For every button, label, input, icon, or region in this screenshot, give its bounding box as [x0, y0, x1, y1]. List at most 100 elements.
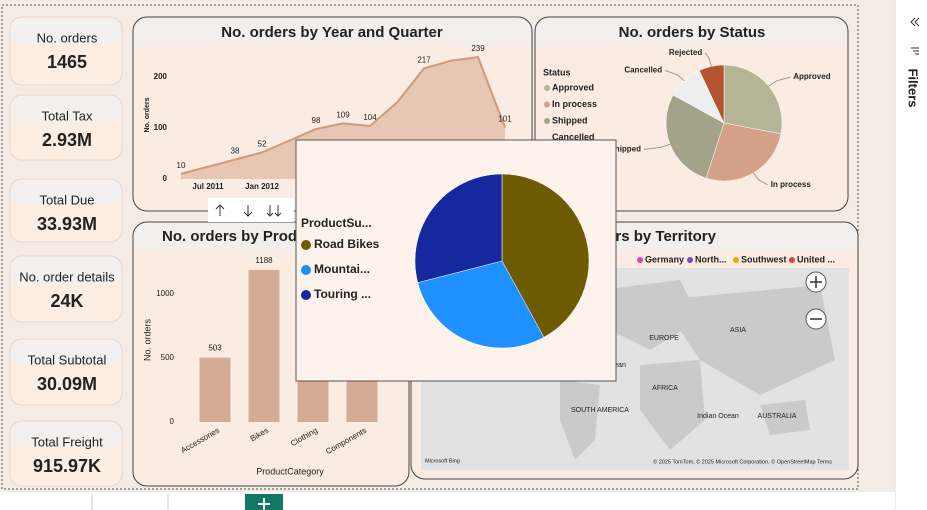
card-label: No. orders: [37, 30, 98, 45]
legend-marker: [544, 101, 550, 108]
y-axis-title: No. orders: [142, 318, 152, 361]
legend-label: United ...: [797, 254, 835, 264]
card-header: [11, 257, 121, 283]
legend-label: In process: [552, 99, 597, 109]
legend-label: Approved: [552, 82, 594, 92]
x-axis-title: ProductCategory: [256, 466, 324, 476]
legend-marker: [637, 257, 643, 263]
card-value: 915.97K: [33, 456, 101, 476]
legend-marker: [301, 265, 311, 275]
card-label: Total Tax: [41, 108, 93, 123]
leader-line: [643, 143, 671, 151]
chart-title: No. orders by Status: [619, 24, 766, 41]
legend-label: Southwest: [741, 254, 787, 264]
legend-title: ProductSu...: [301, 216, 372, 230]
card-header: [11, 180, 121, 204]
pie-slice: [723, 64, 783, 135]
leader-line: [768, 76, 791, 87]
card-value: 33.93M: [37, 214, 97, 234]
land: [640, 360, 705, 450]
land: [600, 280, 700, 350]
y-tick-label: 0: [170, 417, 175, 426]
toolbar-icon[interactable]: [215, 204, 225, 216]
pie-slice: [414, 173, 503, 283]
card-header: [11, 422, 121, 447]
map-label: SOUTH AMERICA: [571, 407, 629, 414]
visuals: No. orders 1465 Total Tax 2.93M Total Due 33.…: [9, 16, 859, 487]
line: [180, 56, 506, 175]
data-label: 503: [208, 344, 222, 353]
data-label: 38: [231, 147, 240, 156]
x-tick-label: Jul 2011: [192, 182, 224, 191]
filters-title[interactable]: Filters: [906, 68, 921, 107]
y-axis-title: No. orders: [144, 97, 151, 132]
legend-label: Mountai...: [314, 262, 370, 276]
page-tabs: [0, 492, 895, 510]
card-label: Total Due: [40, 192, 95, 207]
filter-icon: [911, 47, 919, 55]
chart-title: No. orders by Year and Quarter: [221, 24, 443, 41]
map-label: Indian Ocean: [697, 413, 739, 420]
data-label: Approved: [793, 72, 830, 81]
y-tick-label: 200: [154, 72, 168, 81]
land: [560, 380, 600, 460]
legend-label: Cancelled: [552, 132, 595, 142]
land: [660, 285, 835, 395]
y-tick-label: 500: [161, 353, 175, 362]
map-label: ean: [614, 362, 626, 369]
toolbar-icon[interactable]: [266, 205, 282, 217]
pie-slice: [698, 64, 725, 124]
map-label: ASIA: [730, 327, 746, 334]
card-value: 1465: [47, 52, 87, 72]
leader-line: [664, 70, 685, 82]
visual-header: [134, 18, 531, 46]
card-label: No. order details: [19, 269, 115, 284]
legend-marker: [544, 134, 550, 141]
data-label: Shipped: [609, 145, 641, 154]
visual-toolbar: [208, 198, 294, 222]
legend-label: Road Bikes: [314, 237, 380, 251]
bar: [199, 357, 231, 422]
card-value: 24K: [50, 291, 83, 311]
data-label: 217: [417, 55, 431, 64]
data-label: 1188: [255, 256, 273, 265]
leader-line: [753, 172, 769, 186]
pie-slice: [417, 260, 545, 349]
data-label: 101: [498, 115, 512, 124]
legend-marker: [789, 257, 795, 263]
map-label: AUSTRALIA: [758, 413, 797, 420]
toolbar-icon[interactable]: [243, 205, 253, 217]
visual-header: [536, 18, 847, 46]
pie-slice: [665, 94, 725, 179]
leader-line: [704, 52, 712, 67]
collapse-icon[interactable]: [910, 17, 920, 27]
map-provider: Microsoft Bing: [425, 458, 460, 464]
card-label: Total Freight: [31, 434, 103, 449]
data-label: 52: [258, 140, 267, 149]
y-tick-label: 1000: [156, 289, 174, 298]
pie-slice: [501, 173, 590, 338]
data-label: In process: [771, 180, 812, 189]
legend-label: Germany: [645, 254, 684, 264]
card-value: 2.93M: [42, 130, 92, 150]
zoom-icon: [810, 276, 822, 288]
data-label: 109: [336, 111, 350, 120]
land: [760, 400, 810, 435]
card-header: [11, 340, 121, 366]
legend-label: North...: [695, 254, 727, 264]
legend-marker: [687, 257, 693, 263]
map-attribution: © 2025 TomTom, © 2025 Microsoft Corporat…: [653, 458, 832, 465]
x-tick-label: Jan 2012: [245, 182, 279, 191]
card-value: 30.09M: [37, 374, 97, 394]
y-tick-label: 0: [163, 174, 168, 183]
legend-marker: [301, 290, 311, 300]
legend-title: Status: [543, 67, 571, 77]
data-label: 98: [312, 116, 321, 125]
legend-marker: [544, 85, 550, 91]
data-label: Rejected: [669, 48, 702, 57]
data-label: 239: [471, 44, 485, 53]
filters-pane[interactable]: [895, 0, 927, 510]
legend-marker: [301, 240, 311, 250]
legend-marker: [733, 257, 739, 263]
